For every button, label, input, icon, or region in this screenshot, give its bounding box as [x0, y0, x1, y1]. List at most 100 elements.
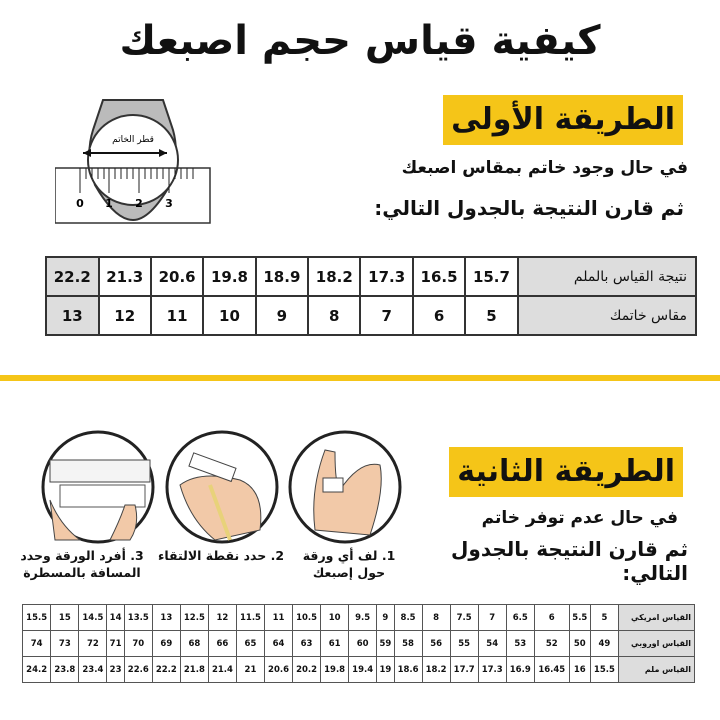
method2-line2: ثم قارن النتيجة بالجدول التالي: [451, 537, 688, 585]
table-cell: 74 [21, 630, 52, 657]
table-cell: 71 [106, 630, 125, 657]
table-cell: 12 [97, 295, 152, 336]
table-cell: 8 [421, 604, 451, 631]
table-cell: 19 [376, 656, 395, 683]
table-cell: 7 [477, 604, 507, 631]
table-cell: 12.5 [179, 604, 209, 631]
table-cell: 13 [151, 604, 181, 631]
table-cell: 59 [376, 630, 395, 657]
table-cell: 69 [151, 630, 181, 657]
table-cell: 16.9 [505, 656, 535, 683]
table-cell: 54 [477, 630, 507, 657]
table-cell: 10 [202, 295, 257, 336]
table-cell: 8.5 [393, 604, 423, 631]
table-cell: 17.3 [477, 656, 507, 683]
table-cell: 55 [449, 630, 479, 657]
ring-diameter-label: قطر الخاتم [112, 135, 154, 145]
ruler-tick-label: 2 [135, 197, 143, 210]
table-cell: 10.5 [292, 604, 322, 631]
steps-illustrations [41, 430, 402, 544]
table-cell: 56 [421, 630, 451, 657]
table-cell: 16.5 [411, 256, 467, 297]
table-cell: 21.4 [207, 656, 237, 683]
table-cell: 72 [78, 630, 108, 657]
table-cell: 64 [263, 630, 294, 657]
table-cell: 65 [235, 630, 266, 657]
section-divider [0, 375, 720, 381]
table-cell: 7 [359, 295, 414, 336]
table-cell: 9 [376, 604, 395, 631]
table-cell: 17.7 [449, 656, 479, 683]
table-row: مقاس خاتمك 5 6 7 8 9 10 11 12 13 [45, 295, 698, 336]
table-cell: 18.2 [307, 256, 362, 297]
table-cell: 22.2 [151, 656, 181, 683]
row-header: القياس ملم [617, 656, 696, 683]
method2-line1: في حال عدم توفر خاتم [481, 508, 678, 528]
table-cell: 6 [533, 604, 570, 631]
step-caption-3: 3. أفرد الورقة وحدد المسافة بالمسطرة [20, 548, 144, 580]
table-cell: 11 [263, 604, 294, 631]
row-header: القياس امريكي [617, 604, 696, 631]
table-cell: 19.8 [202, 256, 257, 297]
page-title: كيفية قياس حجم اصبعك [119, 18, 601, 64]
table-cell: 52 [533, 630, 570, 657]
table-cell: 15.5 [21, 604, 52, 631]
table-cell: 58 [393, 630, 423, 657]
table-cell: 10 [320, 604, 350, 631]
table-cell: 20.6 [149, 256, 205, 297]
step-caption-1: 1. لف أي ورقة حول إصبعك [302, 548, 396, 580]
table-cell: 16 [568, 656, 591, 683]
table-cell: 17.3 [359, 256, 414, 297]
table-cell: 14.5 [78, 604, 108, 631]
method1-line2: ثم قارن النتيجة بالجدول التالي: [374, 196, 684, 220]
table-cell: 63 [292, 630, 322, 657]
table-cell: 19.4 [348, 656, 378, 683]
table-cell: 24.2 [21, 656, 52, 683]
table-cell: 20.2 [292, 656, 322, 683]
table-cell: 16.45 [533, 656, 570, 683]
table-cell: 70 [123, 630, 153, 657]
ruler-tick-label: 1 [105, 197, 113, 210]
table-cell: 61 [320, 630, 350, 657]
table-cell: 49 [589, 630, 619, 657]
step3-paper-ruler-image [41, 430, 155, 544]
table-row: القياس امريكي 5 5.5 6 6.5 7 7.5 8 8.5 9 9.5 10 10.5 1… [21, 604, 696, 631]
table-cell: 21.3 [97, 256, 152, 297]
row-header: نتيجة القياس بالملم [516, 256, 698, 297]
table-cell: 11 [149, 295, 205, 336]
table-cell: 15.5 [589, 656, 619, 683]
row-header: مقاس خاتمك [516, 295, 698, 336]
table-row: القياس ملم 15.5 16 16.45 16.9 17.3 17.7 18.2 18.… [21, 656, 696, 683]
table-cell: 8 [307, 295, 362, 336]
table-row: القياس اوروبي 49 50 52 53 54 55 56 58 59 60 61 63 64 6… [21, 630, 696, 657]
table-row: نتيجة القياس بالملم 15.7 16.5 17.3 18.2 … [45, 256, 698, 297]
step2-mark-point-image [165, 430, 279, 544]
table-cell: 15 [50, 604, 80, 631]
table-cell: 53 [505, 630, 535, 657]
row-header: القياس اوروبي [617, 630, 696, 657]
method1-line1: في حال وجود خاتم بمقاس اصبعك [401, 158, 688, 178]
table-cell: 5.5 [568, 604, 591, 631]
table-cell: 18.6 [393, 656, 423, 683]
table-cell: 60 [348, 630, 378, 657]
table-cell: 15.7 [464, 256, 519, 297]
table-cell: 19.8 [320, 656, 350, 683]
table-cell: 5 [589, 604, 619, 631]
table-cell: 6.5 [505, 604, 535, 631]
table-cell: 73 [50, 630, 80, 657]
table-cell: 23.8 [50, 656, 80, 683]
table-cell: 5 [464, 295, 519, 336]
table-cell: 12 [207, 604, 237, 631]
table-cell: 23 [106, 656, 125, 683]
table-cell: 18.2 [421, 656, 451, 683]
ruler-tick-label: 3 [165, 197, 173, 210]
table-cell: 66 [207, 630, 237, 657]
table-cell: 21.8 [179, 656, 209, 683]
table-cell: 7.5 [449, 604, 479, 631]
table-cell: 13 [45, 295, 100, 336]
table-cell: 21 [235, 656, 266, 683]
table-cell: 13.5 [123, 604, 153, 631]
table-cell: 6 [411, 295, 467, 336]
table-cell: 22.6 [123, 656, 153, 683]
table-cell: 9 [254, 295, 310, 336]
